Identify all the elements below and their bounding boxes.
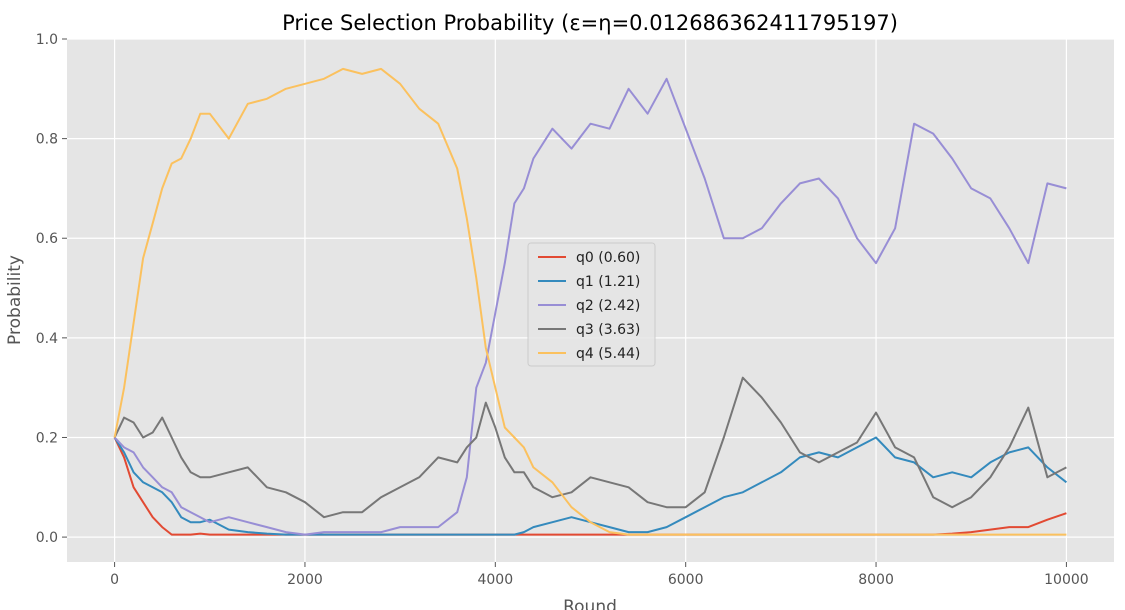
legend-label-q2: q2 (2.42) xyxy=(576,298,640,314)
legend-box xyxy=(527,242,656,367)
x-tick-label: 6000 xyxy=(668,572,704,588)
grid-lines xyxy=(67,38,1114,562)
series-line-q2 xyxy=(113,77,1067,536)
series-lines xyxy=(113,67,1068,536)
chart-title: Price Selection Probability (ε=η=0.01268… xyxy=(282,11,898,35)
x-tick-label: 2000 xyxy=(287,572,323,588)
y-tick-label: 0.6 xyxy=(36,231,58,247)
legend-label-q4: q4 (5.44) xyxy=(576,346,640,362)
y-ticks: 0.0 0.2 0.4 0.6 0.8 1.0 xyxy=(36,32,67,546)
x-tick-label: 4000 xyxy=(477,572,513,588)
y-tick-label: 1.0 xyxy=(36,32,58,48)
x-tick-label: 8000 xyxy=(858,572,894,588)
y-tick-label: 0.8 xyxy=(36,132,58,148)
x-tick-label: 10000 xyxy=(1044,572,1089,588)
legend: q0 (0.60) q1 (1.21) q2 (2.42) q3 (3.63) q4 (… xyxy=(527,242,656,367)
x-axis-label: Round xyxy=(563,597,617,610)
y-tick-label: 0.0 xyxy=(36,530,58,546)
series-line-q3 xyxy=(113,376,1067,519)
series-line-q1 xyxy=(113,436,1068,536)
legend-label-q1: q1 (1.21) xyxy=(576,274,640,290)
y-axis-label: Probability xyxy=(5,255,25,345)
y-tick-label: 0.4 xyxy=(36,331,58,347)
y-tick-label: 0.2 xyxy=(36,430,58,446)
x-tick-label: 0 xyxy=(110,572,119,588)
x-ticks: 0 2000 4000 6000 8000 10000 xyxy=(110,562,1089,588)
legend-label-q3: q3 (3.63) xyxy=(576,322,640,338)
legend-label-q0: q0 (0.60) xyxy=(576,250,640,266)
series-line-q4 xyxy=(113,67,1067,536)
